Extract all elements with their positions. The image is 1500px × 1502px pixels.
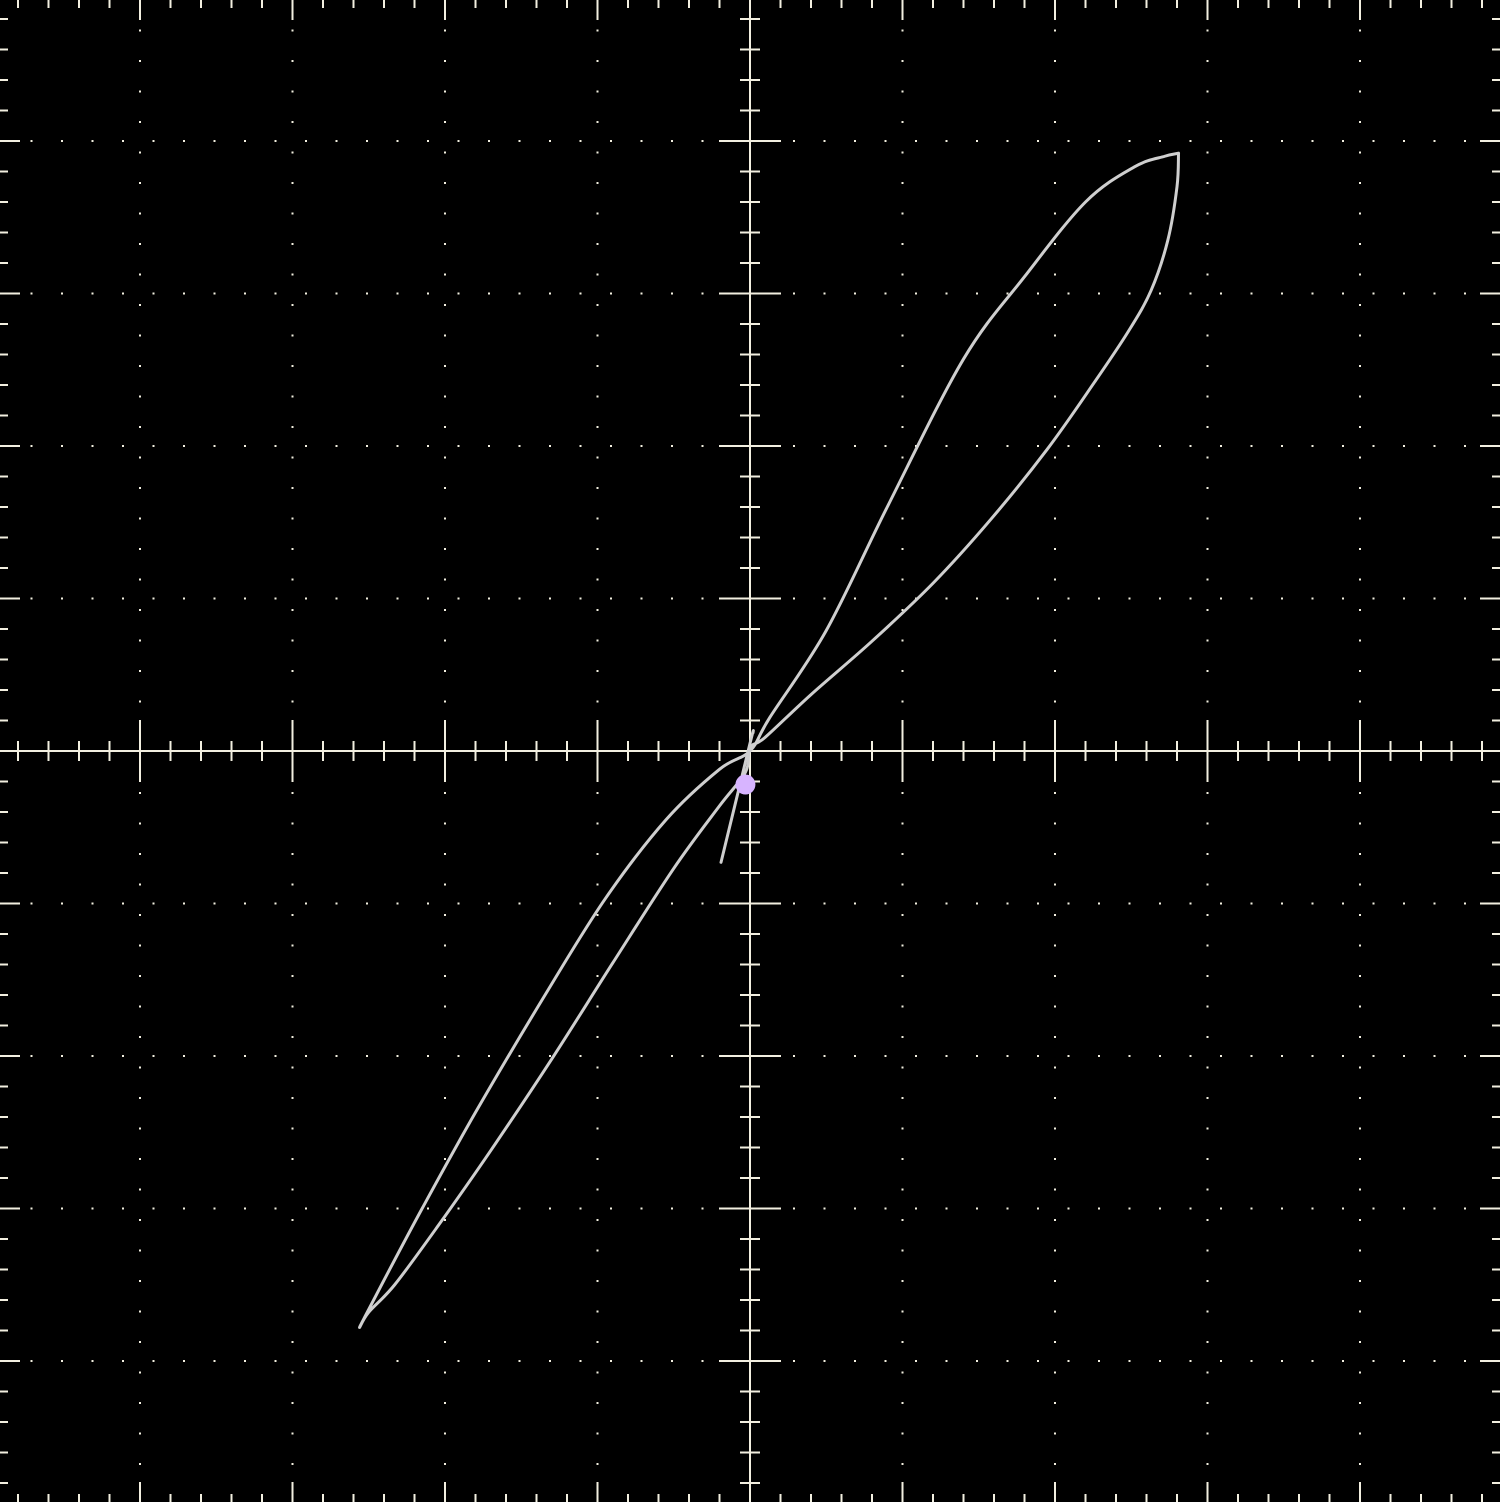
trace-loop: [358, 151, 1181, 1329]
trace-layer: [358, 151, 1181, 1329]
trace-segment: [719, 729, 755, 864]
marker-layer: [735, 774, 756, 795]
trace-marker-dot: [735, 774, 756, 795]
